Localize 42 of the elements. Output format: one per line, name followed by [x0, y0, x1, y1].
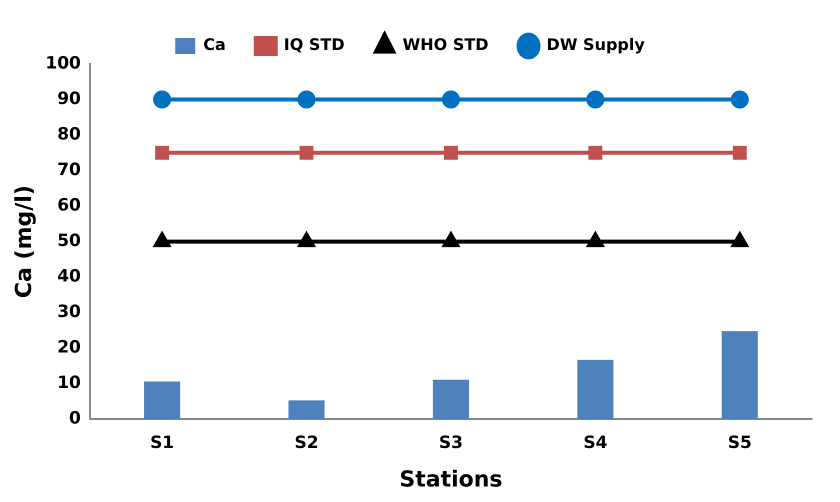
y-tick-label: 80: [57, 124, 82, 144]
point: [730, 90, 749, 109]
y-tick-label: 30: [57, 302, 82, 322]
point: [588, 146, 602, 160]
y-tick-label: 90: [57, 88, 82, 109]
x-tick-label: S2: [294, 432, 319, 453]
point: [587, 232, 604, 248]
legend-label: IQ STD: [284, 35, 345, 54]
point: [154, 232, 170, 248]
point: [732, 146, 747, 160]
y-tick-label: 10: [57, 373, 82, 394]
bar: [722, 331, 758, 420]
bar: [288, 400, 325, 420]
legend-label: Ca: [203, 35, 226, 54]
y-tick-label: 70: [57, 160, 82, 180]
y-tick-label: 40: [57, 266, 82, 287]
point: [586, 90, 604, 109]
x-tick-label: S1: [150, 432, 174, 453]
point: [298, 90, 316, 109]
x-tick-label: S4: [583, 432, 608, 453]
x-tick-label: S5: [728, 432, 752, 453]
point: [300, 146, 314, 160]
legend-label: WHO STD: [402, 35, 489, 54]
point: [442, 232, 460, 248]
y-tick-label: 0: [69, 408, 82, 429]
bar: [432, 380, 469, 420]
point: [444, 146, 458, 160]
point: [442, 90, 460, 109]
y-axis-title: Ca (mg/l): [12, 185, 37, 298]
point: [298, 232, 315, 248]
y-tick-label: 50: [57, 231, 82, 252]
y-tick-label: 60: [57, 196, 82, 216]
bar: [577, 360, 614, 420]
legend-label: DW Supply: [546, 35, 646, 54]
point: [155, 146, 170, 160]
point: [153, 90, 172, 109]
y-tick-label: 100: [45, 53, 82, 74]
bar: [144, 382, 180, 420]
x-axis-title: Stations: [399, 468, 503, 493]
x-tick-label: S3: [438, 432, 463, 453]
y-tick-label: 20: [57, 338, 82, 358]
point: [732, 232, 748, 248]
